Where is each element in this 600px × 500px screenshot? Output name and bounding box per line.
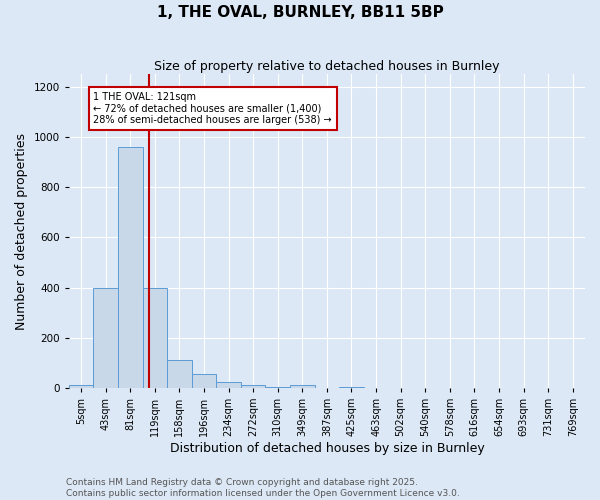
Y-axis label: Number of detached properties: Number of detached properties bbox=[15, 132, 28, 330]
Bar bbox=[69, 386, 94, 388]
Text: 1, THE OVAL, BURNLEY, BB11 5BP: 1, THE OVAL, BURNLEY, BB11 5BP bbox=[157, 5, 443, 20]
Text: 1 THE OVAL: 121sqm
← 72% of detached houses are smaller (1,400)
28% of semi-deta: 1 THE OVAL: 121sqm ← 72% of detached hou… bbox=[94, 92, 332, 125]
Bar bbox=[265, 386, 290, 388]
Bar bbox=[118, 147, 143, 388]
Bar bbox=[94, 288, 118, 388]
Bar bbox=[143, 288, 167, 388]
X-axis label: Distribution of detached houses by size in Burnley: Distribution of detached houses by size … bbox=[170, 442, 484, 455]
Bar bbox=[339, 386, 364, 388]
Bar bbox=[217, 382, 241, 388]
Text: Contains HM Land Registry data © Crown copyright and database right 2025.
Contai: Contains HM Land Registry data © Crown c… bbox=[66, 478, 460, 498]
Bar bbox=[167, 360, 192, 388]
Bar bbox=[241, 386, 265, 388]
Bar bbox=[290, 386, 314, 388]
Title: Size of property relative to detached houses in Burnley: Size of property relative to detached ho… bbox=[154, 60, 500, 73]
Bar bbox=[192, 374, 217, 388]
